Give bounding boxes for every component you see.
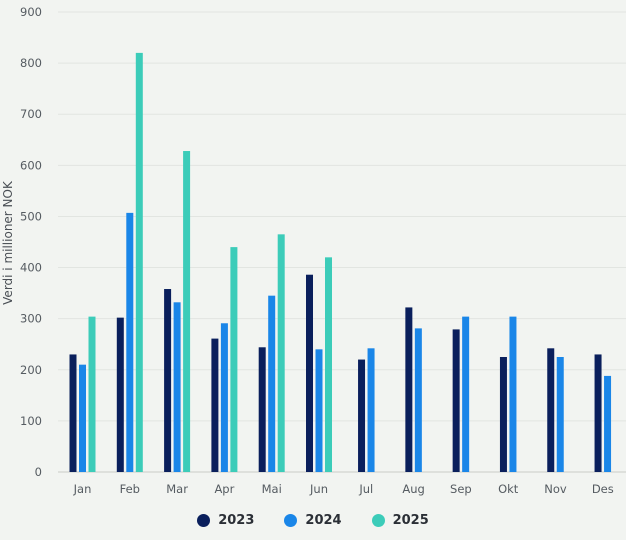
bar-2024-aug[interactable] xyxy=(414,328,422,472)
legend-label-2024: 2024 xyxy=(305,513,342,528)
y-tick-label: 100 xyxy=(20,414,42,428)
y-tick-label: 300 xyxy=(20,312,42,326)
bar-2023-okt[interactable] xyxy=(499,357,507,472)
bar-2025-feb[interactable] xyxy=(135,52,143,473)
legend-item-2025[interactable]: 2025 xyxy=(371,513,429,528)
legend-swatch-2024 xyxy=(284,514,298,527)
y-tick-label: 700 xyxy=(20,107,42,121)
x-tick-label-jul: Jul xyxy=(358,482,373,496)
bar-2024-mai[interactable] xyxy=(268,295,276,472)
y-axis-ticks: 0 100 200 300 400 500 600 700 800 900 xyxy=(20,5,42,479)
bar-2023-jun[interactable] xyxy=(306,274,313,472)
x-tick-label-nov: Nov xyxy=(544,482,567,496)
legend-label-2025: 2025 xyxy=(392,513,429,528)
bar-2023-des[interactable] xyxy=(594,354,602,472)
bar-2023-sep[interactable] xyxy=(452,329,460,472)
legend-item-2024[interactable]: 2024 xyxy=(284,513,342,528)
legend: 2023 2024 2025 xyxy=(0,513,626,528)
x-tick-label-feb: Feb xyxy=(120,482,140,496)
bar-2023-nov[interactable] xyxy=(547,348,555,472)
bar-2024-mar[interactable] xyxy=(173,302,181,472)
x-tick-label-okt: Okt xyxy=(498,482,519,496)
y-tick-label: 500 xyxy=(20,209,42,223)
y-tick-label: 600 xyxy=(20,158,42,172)
y-tick-label: 800 xyxy=(20,56,42,70)
bar-2024-okt[interactable] xyxy=(509,316,517,472)
legend-item-2023[interactable]: 2023 xyxy=(197,513,254,528)
bar-2024-sep[interactable] xyxy=(462,316,470,472)
y-tick-label: 200 xyxy=(20,363,42,377)
bar-2024-feb[interactable] xyxy=(126,212,134,472)
bar-2025-mai[interactable] xyxy=(277,234,285,472)
x-tick-label-jun: Jun xyxy=(309,482,328,496)
bar-2024-jun[interactable] xyxy=(315,349,323,472)
x-tick-label-mar: Mar xyxy=(166,482,188,496)
y-axis-title: Verdi i millioner NOK xyxy=(1,180,15,305)
bar-2024-des[interactable] xyxy=(604,375,612,472)
y-tick-label: 900 xyxy=(20,5,42,19)
bar-2025-jun[interactable] xyxy=(325,257,332,472)
bar-2023-jan[interactable] xyxy=(69,354,77,472)
legend-swatch-2025 xyxy=(371,514,385,527)
gridlines xyxy=(58,11,626,473)
bars xyxy=(69,52,612,473)
bar-2023-feb[interactable] xyxy=(116,317,124,472)
bar-2023-mar[interactable] xyxy=(164,289,172,472)
x-axis-ticks: Jan Feb Mar Apr Mai Jun Jul Aug Sep Okt Nov Des xyxy=(73,482,614,496)
x-tick-label-aug: Aug xyxy=(402,482,424,496)
bar-2024-jul[interactable] xyxy=(367,348,375,472)
legend-label-2023: 2023 xyxy=(218,513,255,528)
legend-swatch-2023 xyxy=(197,514,211,527)
bar-2024-nov[interactable] xyxy=(556,357,564,472)
y-tick-label: 0 xyxy=(35,465,42,479)
x-tick-label-jan: Jan xyxy=(73,482,92,496)
bar-2023-mai[interactable] xyxy=(258,347,266,472)
bar-2023-jul[interactable] xyxy=(358,359,366,472)
bar-2024-jan[interactable] xyxy=(79,364,86,472)
bar-2025-mar[interactable] xyxy=(183,151,191,472)
x-tick-label-apr: Apr xyxy=(214,482,234,496)
x-tick-label-mai: Mai xyxy=(262,482,282,496)
x-tick-label-sep: Sep xyxy=(450,482,472,496)
bar-2023-apr[interactable] xyxy=(211,338,219,472)
x-tick-label-des: Des xyxy=(592,482,614,496)
bar-2023-aug[interactable] xyxy=(405,307,413,472)
bar-2025-jan[interactable] xyxy=(88,316,96,472)
y-tick-label: 400 xyxy=(20,261,42,275)
bar-2024-apr[interactable] xyxy=(220,323,228,472)
bar-2025-apr[interactable] xyxy=(230,247,238,472)
